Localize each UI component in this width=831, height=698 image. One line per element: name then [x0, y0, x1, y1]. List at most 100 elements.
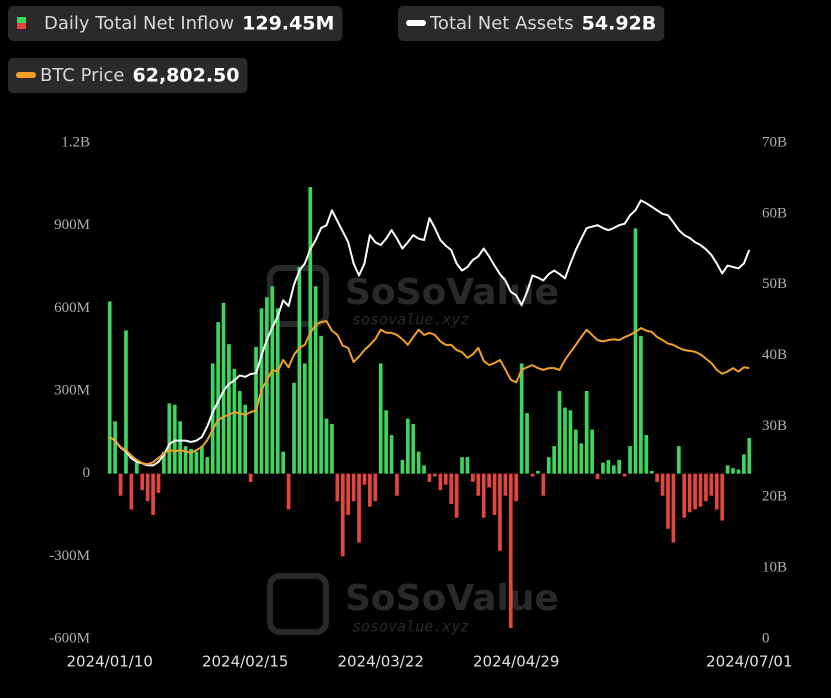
- bar: [742, 454, 746, 474]
- bar: [313, 286, 318, 474]
- bar: [498, 473, 502, 551]
- bar: [237, 391, 242, 474]
- bar: [541, 473, 546, 496]
- bar: [178, 421, 183, 474]
- bar: [731, 468, 735, 474]
- x-tick-label: 2024/01/10: [66, 653, 152, 671]
- bar: [340, 473, 345, 557]
- bar: [709, 473, 714, 496]
- bar: [460, 457, 464, 474]
- legend-swatch: [17, 17, 26, 23]
- bar: [682, 473, 687, 518]
- x-tick-label: 2024/07/01: [706, 653, 792, 671]
- legend-value: 129.45M: [242, 13, 334, 35]
- bar: [704, 473, 708, 502]
- bar: [557, 391, 562, 474]
- bar: [134, 462, 139, 474]
- legend-chip: [398, 6, 665, 41]
- x-tick-label: 2024/02/15: [202, 653, 288, 671]
- y-tick-label: 1.2B: [61, 134, 90, 150]
- bar: [368, 473, 372, 507]
- bar: [698, 473, 703, 507]
- bar: [487, 473, 491, 488]
- bar: [568, 410, 573, 474]
- bar: [725, 465, 730, 474]
- y2-tick-label: 0: [762, 630, 770, 646]
- bar: [655, 473, 659, 482]
- bar: [297, 267, 302, 474]
- bar: [243, 404, 248, 474]
- legend-label: Daily Total Net Inflow: [44, 13, 234, 34]
- watermark-url: sosovalue.xyz: [352, 618, 469, 636]
- bar: [330, 424, 334, 474]
- bar: [476, 473, 481, 496]
- bar: [400, 459, 405, 474]
- bar: [189, 448, 193, 474]
- bar: [574, 429, 578, 474]
- y2-tick-label: 30B: [762, 418, 787, 434]
- bar: [194, 451, 199, 474]
- bar: [563, 407, 567, 474]
- x-tick-label: 2024/03/22: [337, 653, 423, 671]
- bar: [378, 363, 383, 474]
- y-tick-label: 300M: [54, 382, 90, 398]
- watermark: SoSoValue sosovalue.xyz SoSoValue sosova…: [267, 265, 559, 636]
- y-tick-label: 900M: [54, 217, 90, 233]
- bar: [649, 470, 654, 474]
- bar: [454, 473, 459, 518]
- bar: [416, 451, 421, 474]
- bar: [736, 469, 741, 474]
- y2-tick-label: 70B: [762, 134, 787, 150]
- watermark-logo: [267, 573, 329, 635]
- bar: [107, 301, 112, 474]
- x-tick-label: 2024/04/29: [473, 653, 559, 671]
- bar: [536, 470, 540, 474]
- bar: [471, 473, 475, 482]
- bar: [492, 473, 497, 515]
- bar: [357, 473, 361, 543]
- bar: [248, 473, 253, 482]
- y-tick-label: -600M: [49, 630, 90, 646]
- bar: [519, 363, 524, 474]
- bar: [628, 446, 632, 474]
- bar: [714, 473, 719, 510]
- bar: [671, 473, 676, 543]
- bar: [227, 344, 231, 474]
- bar: [644, 435, 649, 474]
- legend-swatch: [17, 23, 26, 29]
- legend-label: BTC Price: [40, 65, 125, 86]
- bar: [693, 473, 697, 510]
- bar: [319, 335, 323, 474]
- bar: [530, 473, 535, 477]
- bar: [395, 473, 399, 496]
- bar: [660, 473, 665, 496]
- bar: [481, 473, 486, 518]
- y2-tick-label: 40B: [762, 347, 787, 363]
- bar: [221, 302, 226, 474]
- bar: [443, 473, 448, 485]
- bar: [373, 473, 378, 502]
- bar: [438, 473, 443, 491]
- bar: [525, 413, 529, 474]
- bar: [584, 391, 589, 474]
- bar: [335, 473, 340, 502]
- bar: [145, 473, 150, 502]
- legend-chip: [8, 6, 343, 41]
- bar: [113, 421, 117, 474]
- line: [109, 320, 750, 466]
- y2-tick-label: 50B: [762, 276, 787, 292]
- y-tick-label: -300M: [49, 548, 90, 564]
- bar: [639, 335, 643, 474]
- bar: [611, 465, 616, 474]
- bar: [552, 446, 557, 474]
- bar: [216, 322, 220, 474]
- bar: [666, 473, 670, 529]
- bar: [129, 473, 134, 510]
- bar: [183, 446, 188, 474]
- y-tick-label: 0: [83, 465, 91, 481]
- bar: [546, 457, 551, 474]
- bar: [411, 424, 416, 474]
- bar: [124, 330, 128, 474]
- y2-tick-label: 10B: [762, 560, 787, 576]
- bar: [405, 418, 410, 474]
